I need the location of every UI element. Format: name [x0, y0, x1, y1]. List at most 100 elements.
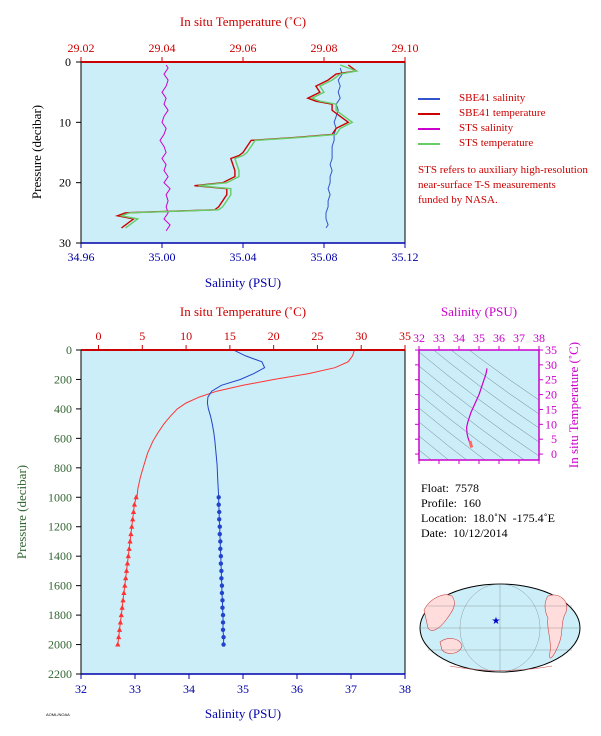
main-pressure-tick-label: 200	[54, 372, 72, 386]
ts-series-line-0	[465, 368, 488, 443]
salinity-marker	[217, 531, 222, 537]
main-pressure-tick-label: 1600	[48, 579, 72, 593]
temperature-marker	[130, 516, 136, 522]
temperature-marker	[122, 582, 128, 588]
salinity-marker	[219, 568, 224, 574]
temperature-marker	[123, 575, 129, 581]
main-salinity-tick-label: 34	[183, 682, 195, 696]
ts-temp-tick-label: 20	[545, 388, 557, 402]
salinity-marker	[220, 612, 226, 618]
legend-label: STS temperature	[459, 137, 534, 149]
legend-swatch	[418, 98, 440, 100]
salinity-marker	[217, 524, 222, 529]
temperature-marker	[127, 538, 133, 544]
location: Location: 18.0˚N -175.4˚E	[421, 511, 555, 525]
legend-swatch	[418, 143, 440, 145]
salinity-marker	[220, 627, 226, 633]
float-location-marker-icon: ★	[492, 616, 501, 627]
main-pressure-tick-label: 1800	[48, 608, 72, 622]
ts-isopycnal-line	[468, 350, 539, 401]
salinity-marker	[216, 495, 221, 500]
temperature-marker	[123, 567, 130, 573]
temperature-marker	[133, 494, 139, 500]
main-temp-tick-label: 25	[311, 329, 323, 343]
salinity-marker	[219, 583, 225, 588]
ts-series-line-1	[468, 440, 474, 448]
temperature-marker	[116, 626, 123, 632]
ts-isopycnal-line	[419, 393, 505, 460]
float-info: Float: 7578 Profile: 160 Location: 18.0˚…	[421, 481, 555, 541]
main-temp-tick-label: 30	[355, 329, 367, 343]
main-pressure-axis-label: Pressure (decibar)	[14, 465, 29, 559]
top-salinity-tick-label: 34.96	[68, 250, 95, 264]
top-temp-tick-label: 29.04	[149, 41, 176, 55]
ts-isopycnals	[419, 350, 539, 460]
salinity-marker	[216, 502, 221, 507]
map-gridlines	[420, 583, 580, 673]
main-pressure-tick-label: 800	[54, 461, 72, 475]
salinity-marker	[220, 620, 226, 625]
ts-salinity-tick-label: 34	[453, 331, 465, 345]
main-plot-background	[81, 350, 405, 674]
temperature-marker	[120, 597, 126, 603]
ts-isopycnal-line	[419, 435, 449, 460]
top-series-line-2	[159, 64, 171, 232]
main-pressure-tick-label: 600	[54, 431, 72, 445]
credit: AOML/NOAA	[46, 712, 70, 717]
main-pressure-tick-label: 0	[66, 343, 72, 357]
top-pressure-tick-label: 0	[65, 55, 71, 69]
main-salinity-tick-label: 36	[291, 682, 303, 696]
main-pressure-tick-label: 2200	[48, 667, 72, 681]
ts-temp-tick-label: 10	[545, 417, 557, 431]
top-pressure-tick-label: 10	[59, 115, 71, 129]
main-chart: 0 5 10 15 20 25 30 35 32 33 34 35 36 37 38 0 200 400 600 80…	[14, 304, 411, 721]
main-salinity-axis-label: Salinity (PSU)	[205, 706, 281, 721]
main-temp-tick-label: 0	[96, 329, 102, 343]
ts-isopycnal-line	[450, 350, 539, 415]
temperature-marker	[129, 523, 135, 529]
legend-swatch	[418, 113, 440, 115]
sts-note: STS refers to auxiliary high-resolution …	[418, 164, 588, 206]
ts-temp-tick-label: 25	[545, 373, 557, 387]
salinity-marker	[217, 517, 222, 522]
map-land-americas	[544, 594, 568, 659]
legend-label: STS salinity	[459, 122, 514, 134]
ts-temp-tick-label: 0	[551, 447, 557, 461]
salinity-marker	[218, 546, 223, 552]
ts-temp-axis-label: In situ Temperature (˚C)	[566, 342, 581, 468]
ts-salinity-tick-label: 33	[433, 331, 445, 345]
ts-temp-tick-label: 5	[551, 432, 557, 446]
main-pressure-tick-label: 400	[54, 402, 72, 416]
temperature-marker	[128, 531, 134, 537]
main-pressure-tick-label: 1000	[48, 490, 72, 504]
salinity-marker	[219, 576, 224, 581]
salinity-marker	[218, 553, 224, 559]
salinity-marker	[218, 561, 224, 566]
temperature-marker	[115, 641, 121, 647]
top-salinity-tick-label: 35.12	[392, 250, 419, 264]
top-pressure-tick-label: 30	[59, 236, 71, 250]
top-chart: 29.02 29.04 29.06 29.08 29.10 34.96 35.00 35.04…	[29, 14, 419, 290]
temperature-marker	[131, 501, 138, 507]
salinity-marker	[217, 509, 222, 515]
temperature-marker	[116, 634, 122, 640]
temperature-marker	[124, 560, 131, 566]
main-pressure-tick-label: 1400	[48, 549, 72, 563]
top-salinity-tick-label: 35.08	[311, 250, 338, 264]
map-land-asia	[423, 594, 455, 631]
ts-temp-tick-label: 15	[545, 402, 557, 416]
temperature-marker	[118, 612, 124, 618]
main-series-line-temperature	[136, 350, 355, 498]
main-salinity-tick-label: 33	[129, 682, 141, 696]
main-temp-tick-label: 10	[180, 329, 192, 343]
top-series-group	[114, 64, 359, 232]
top-salinity-axis-label: Salinity (PSU)	[205, 275, 281, 290]
top-temp-tick-label: 29.02	[68, 41, 95, 55]
main-temp-tick-label: 20	[268, 329, 280, 343]
ts-plot-background	[419, 350, 539, 460]
temperature-marker	[117, 619, 124, 625]
legend-swatch	[418, 128, 440, 130]
